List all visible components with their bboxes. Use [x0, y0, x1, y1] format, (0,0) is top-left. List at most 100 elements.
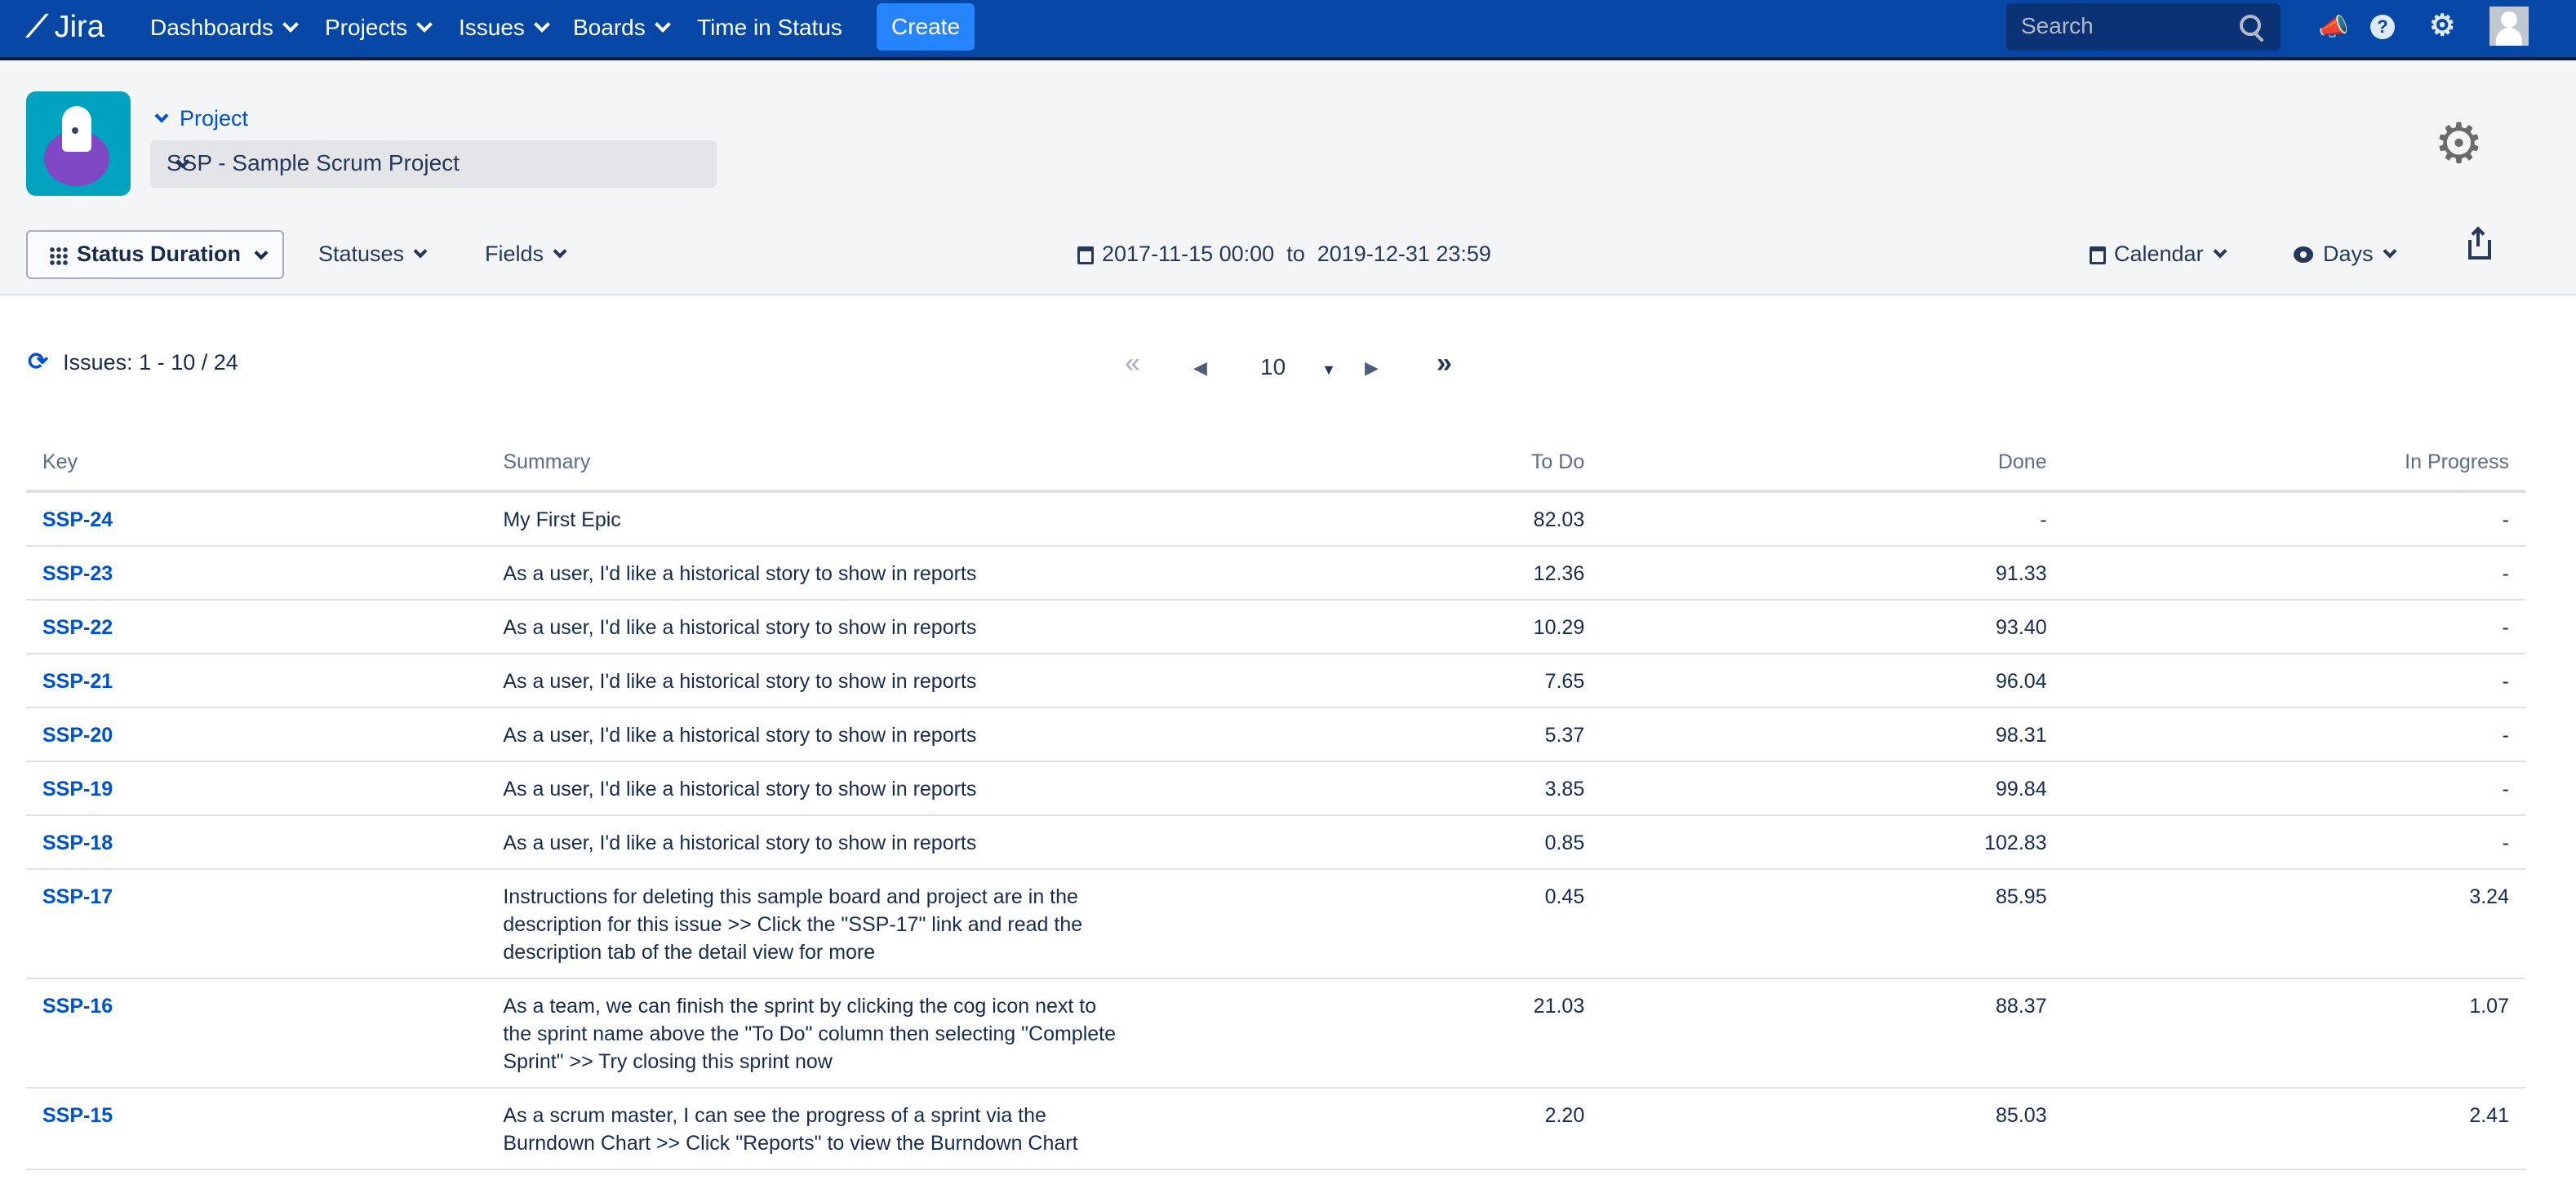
page-size-select[interactable]: 10 ▼	[1260, 354, 1336, 379]
nav-issues[interactable]: Issues	[459, 15, 550, 41]
to-do-value: 10.29	[1139, 600, 1601, 654]
table-header: Key Summary To Do Done In Progress	[26, 434, 2525, 493]
statuses-dropdown[interactable]: Statuses	[318, 242, 428, 267]
col-to-do[interactable]: To Do	[1139, 434, 1601, 493]
grid-icon	[49, 246, 69, 266]
issue-key-link[interactable]: SSP-19	[42, 778, 113, 801]
done-value: 96.04	[1601, 654, 2063, 708]
done-value: 88.37	[1601, 978, 2063, 1089]
nav-boards[interactable]: Boards	[573, 15, 671, 41]
cell-key: SSP-16	[26, 978, 487, 1089]
export-icon[interactable]	[2468, 228, 2491, 259]
table-row: SSP-18 As a user, I'd like a historical s…	[26, 815, 2525, 870]
done-value: 93.40	[1601, 600, 2063, 654]
create-button[interactable]: Create	[877, 3, 975, 51]
date-range[interactable]: 2017-11-15 00:00 to 2019-12-31 23:59	[1077, 242, 1491, 267]
issue-key-link[interactable]: SSP-20	[42, 724, 113, 747]
to-do-value: 7.65	[1139, 654, 1601, 708]
col-summary[interactable]: Summary	[486, 434, 1140, 493]
first-page-button[interactable]: «	[1125, 348, 1140, 379]
next-page-button[interactable]: ▶	[1365, 357, 1379, 378]
chevron-down-icon	[282, 16, 299, 33]
issue-key-link[interactable]: SSP-15	[42, 1104, 113, 1127]
chevron-down-icon	[654, 16, 671, 33]
chevron-down-icon	[2213, 244, 2227, 259]
help-icon[interactable]: ?	[2370, 15, 2395, 39]
chevron-down-icon	[154, 109, 169, 123]
issue-key-link[interactable]: SSP-24	[42, 508, 113, 531]
summary: As a scrum master, I can see the progres…	[486, 1088, 1140, 1170]
cell-key: SSP-15	[26, 1088, 487, 1170]
status-duration-button[interactable]: Status Duration	[26, 230, 284, 279]
project-toggle[interactable]: Project	[154, 106, 248, 131]
cell-key: SSP-22	[26, 600, 487, 654]
issue-key-link[interactable]: SSP-17	[42, 885, 113, 908]
settings-icon[interactable]: ⚙	[2429, 8, 2456, 42]
col-done[interactable]: Done	[1601, 434, 2063, 493]
in-progress-value: -	[2063, 654, 2525, 708]
nav-time-in-status[interactable]: Time in Status	[697, 15, 842, 40]
project-select[interactable]: SSP - Sample Scrum Project	[150, 140, 717, 188]
summary: As a user, I'd like a historical story t…	[486, 761, 1140, 816]
cell-key: SSP-23	[26, 546, 487, 601]
summary: As a user, I'd like a historical story t…	[486, 546, 1140, 601]
notifications-icon[interactable]: 📣	[2318, 14, 2349, 41]
in-progress-value: 1.07	[2063, 978, 2525, 1089]
table-row: SSP-21 As a user, I'd like a historical s…	[26, 654, 2525, 708]
issue-key-link[interactable]: SSP-22	[42, 616, 113, 639]
cell-key: SSP-17	[26, 869, 487, 979]
prev-page-button[interactable]: ◀	[1193, 357, 1207, 378]
calendar-dropdown[interactable]: Calendar	[2090, 242, 2227, 267]
in-progress-value: -	[2063, 546, 2525, 601]
table-row: SSP-23 As a user, I'd like a historical s…	[26, 546, 2525, 601]
summary: As a team, we can finish the sprint by c…	[486, 978, 1140, 1089]
issue-key-link[interactable]: SSP-18	[42, 832, 113, 854]
done-value: 91.33	[1601, 546, 2063, 601]
col-key[interactable]: Key	[26, 434, 487, 493]
chevron-down-icon	[553, 244, 567, 259]
calendar-icon	[1077, 246, 1094, 264]
done-value: 102.83	[1601, 815, 2063, 870]
in-progress-value: -	[2063, 707, 2525, 762]
jira-logo[interactable]: ⟋ Jira	[26, 10, 104, 44]
summary: Instructions for deleting this sample bo…	[486, 869, 1140, 979]
gear-icon[interactable]: ⚙	[2434, 113, 2484, 175]
cell-key: SSP-20	[26, 707, 487, 762]
cell-key: SSP-19	[26, 761, 487, 816]
fields-dropdown[interactable]: Fields	[485, 242, 567, 267]
unit-dropdown[interactable]: Days	[2294, 242, 2397, 267]
table-row: SSP-24 My First Epic 82.03- -	[26, 491, 2525, 547]
to-do-value: 21.03	[1139, 978, 1601, 1089]
jira-icon: ⟋	[26, 10, 48, 44]
summary: As a user, I'd like a historical story t…	[486, 815, 1140, 870]
eye-icon	[2294, 246, 2313, 263]
table-row: SSP-15 As a scrum master, I can see the p…	[26, 1088, 2525, 1170]
done-value: 99.84	[1601, 761, 2063, 816]
search-icon[interactable]	[2240, 15, 2261, 36]
summary: As a user, I'd like a historical story t…	[486, 600, 1140, 654]
issue-key-link[interactable]: SSP-16	[42, 995, 113, 1018]
issue-key-link[interactable]: SSP-23	[42, 562, 113, 585]
avatar[interactable]	[2489, 7, 2529, 46]
status-duration-table: Key Summary To Do Done In Progress SSP-2…	[26, 434, 2525, 1170]
issue-key-link[interactable]: SSP-21	[42, 670, 113, 693]
done-value: 85.03	[1601, 1088, 2063, 1170]
calendar-icon	[2090, 246, 2106, 264]
to-do-value: 0.85	[1139, 815, 1601, 870]
col-in-progress[interactable]: In Progress	[2063, 434, 2525, 493]
refresh-icon[interactable]: ⟳	[28, 348, 49, 375]
table-row: SSP-19 As a user, I'd like a historical s…	[26, 761, 2525, 816]
last-page-button[interactable]: »	[1437, 348, 1452, 379]
search-input[interactable]: Search	[2006, 3, 2281, 51]
done-value: -	[1601, 491, 2063, 547]
nav-projects[interactable]: Projects	[325, 15, 433, 41]
table-row: SSP-20 As a user, I'd like a historical s…	[26, 707, 2525, 762]
project-header: Project SSP - Sample Scrum Project ⚙ Sta…	[0, 60, 2576, 295]
caret-down-icon: ▼	[1321, 361, 1336, 378]
chevron-down-icon	[254, 246, 269, 260]
to-do-value: 82.03	[1139, 491, 1601, 547]
nav-dashboards[interactable]: Dashboards	[150, 15, 299, 41]
in-progress-value: 3.24	[2063, 869, 2525, 979]
summary: As a user, I'd like a historical story t…	[486, 654, 1140, 708]
issues-count: ⟳ Issues: 1 - 10 / 24	[28, 348, 238, 375]
